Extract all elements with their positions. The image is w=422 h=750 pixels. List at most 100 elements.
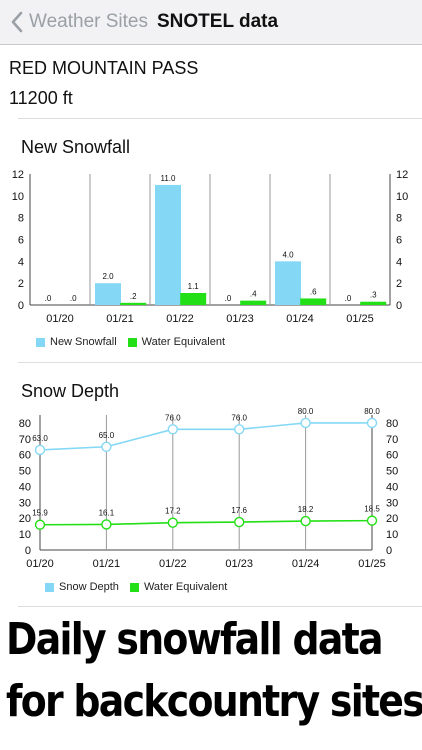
point-value-label: 18.2 (298, 505, 314, 514)
legend-swatch (45, 582, 54, 592)
snowfall-chart-title: New Snowfall (21, 137, 131, 157)
page-title: SNOTEL data (157, 11, 279, 32)
bar-value-label: .0 (70, 294, 77, 303)
point-value-label: 76.0 (165, 413, 181, 422)
data-point (34, 444, 46, 456)
bar (120, 302, 147, 305)
data-point (366, 515, 378, 526)
y-tick-label-left: 4 (18, 256, 24, 268)
data-point (34, 519, 46, 530)
bar-value-label: .0 (45, 294, 52, 303)
legend-item-water-equivalent: Water Equivalent (129, 581, 228, 593)
y-tick-label-right: 60 (386, 450, 398, 462)
y-tick-label-left: 0 (18, 300, 24, 312)
bar-value-label: 2.0 (102, 272, 114, 281)
y-tick-label-left: 60 (19, 450, 31, 462)
y-tick-label-right: 80 (386, 418, 398, 430)
snowfall-chart: 0 0 2 2 4 4 6 6 8 8 10 10 12 12 01/20 .0 .0 01/21 2.0 .2 01/… (12, 169, 409, 325)
data-point (233, 424, 245, 435)
legend-swatch (129, 582, 139, 592)
point-value-label: 18.5 (364, 505, 380, 514)
y-tick-label-left: 6 (18, 235, 24, 247)
bar-value-label: .0 (225, 294, 232, 303)
x-tick-label: 01/25 (346, 313, 374, 325)
x-tick-label: 01/24 (286, 313, 314, 325)
legend-label: New Snowfall (50, 336, 117, 348)
point-value-label: 65.0 (99, 431, 115, 440)
point-value-label: 76.0 (231, 413, 247, 422)
bar (360, 301, 387, 305)
x-tick-label: 01/22 (159, 558, 187, 570)
y-tick-label-left: 80 (19, 418, 31, 430)
point-value-label: 63.0 (32, 434, 48, 443)
point-value-label: 17.6 (231, 506, 247, 515)
y-tick-label-right: 30 (386, 497, 398, 509)
y-tick-label-right: 40 (386, 481, 398, 493)
data-point (101, 441, 112, 452)
data-point (167, 424, 179, 435)
y-tick-label-left: 12 (12, 169, 24, 181)
divider (18, 606, 422, 607)
divider (18, 362, 422, 363)
promo-line-2: for backcountry sites (6, 676, 422, 727)
y-tick-label-right: 10 (396, 191, 408, 203)
bar-value-label: .6 (310, 287, 317, 296)
legend-label: Water Equivalent (141, 336, 225, 348)
y-tick-label-right: 4 (396, 256, 402, 268)
data-point (366, 417, 378, 429)
bar-value-label: 1.1 (188, 282, 200, 291)
x-tick-label: 01/21 (106, 313, 134, 325)
legend-item-snow-depth: Snow Depth (45, 581, 119, 593)
x-tick-label: 01/24 (292, 558, 320, 570)
y-tick-label-left: 10 (19, 529, 31, 541)
promo-line-1: Daily snowfall data (6, 614, 384, 665)
legend-item-water-equivalent: Water Equivalent (127, 336, 225, 348)
bar (180, 292, 207, 305)
point-value-label: 15.9 (32, 509, 48, 518)
snowfall-legend: New Snowfall Water Equivalent (36, 336, 236, 348)
data-point (300, 417, 311, 429)
site-elevation: 11200 ft (9, 88, 73, 108)
y-tick-label-right: 6 (396, 235, 402, 247)
series-line (39, 519, 373, 526)
y-tick-label-left: 70 (19, 434, 31, 446)
point-value-label: 80.0 (298, 407, 314, 416)
depth-chart: 0 0 10 10 20 20 30 30 40 40 50 50 60 60 70 70 80 80 01/20 0… (19, 407, 399, 570)
y-tick-label-right: 8 (396, 213, 402, 225)
y-tick-label-left: 20 (19, 513, 31, 525)
site-name: RED MOUNTAIN PASS (9, 58, 199, 78)
bar-value-label: .3 (370, 291, 377, 300)
point-value-label: 16.1 (99, 508, 115, 517)
legend-label: Water Equivalent (143, 581, 228, 593)
y-tick-label-right: 10 (386, 529, 398, 541)
depth-chart-title: Snow Depth (21, 381, 120, 401)
point-value-label: 80.0 (364, 407, 380, 416)
y-tick-label-left: 30 (19, 497, 31, 509)
x-tick-label: 01/20 (46, 313, 74, 325)
data-point (167, 517, 179, 528)
y-tick-label-right: 20 (386, 513, 398, 525)
legend-label: Snow Depth (59, 581, 119, 593)
data-point (233, 516, 245, 528)
x-tick-label: 01/20 (26, 558, 54, 570)
y-tick-label-left: 0 (25, 545, 31, 557)
bar-value-label: .0 (345, 294, 352, 303)
divider (18, 118, 422, 119)
bar (240, 300, 267, 305)
bar (155, 184, 181, 305)
y-tick-label-right: 50 (386, 466, 398, 478)
chevron-left-icon (11, 11, 23, 33)
y-tick-label-right: 2 (396, 278, 402, 290)
x-tick-label: 01/23 (225, 558, 253, 570)
bar-value-label: .2 (130, 292, 137, 301)
bar (275, 261, 301, 305)
legend-swatch (36, 337, 45, 347)
depth-legend: Snow Depth Water Equivalent (45, 581, 238, 593)
bar (300, 298, 327, 305)
y-tick-label-left: 8 (18, 213, 24, 225)
back-button[interactable]: Weather Sites (10, 8, 148, 36)
data-point (300, 515, 311, 527)
navigation-bar: Weather Sites SNOTEL data (0, 0, 422, 45)
legend-item-new-snowfall: New Snowfall (36, 336, 117, 348)
back-button-label: Weather Sites (29, 11, 148, 32)
